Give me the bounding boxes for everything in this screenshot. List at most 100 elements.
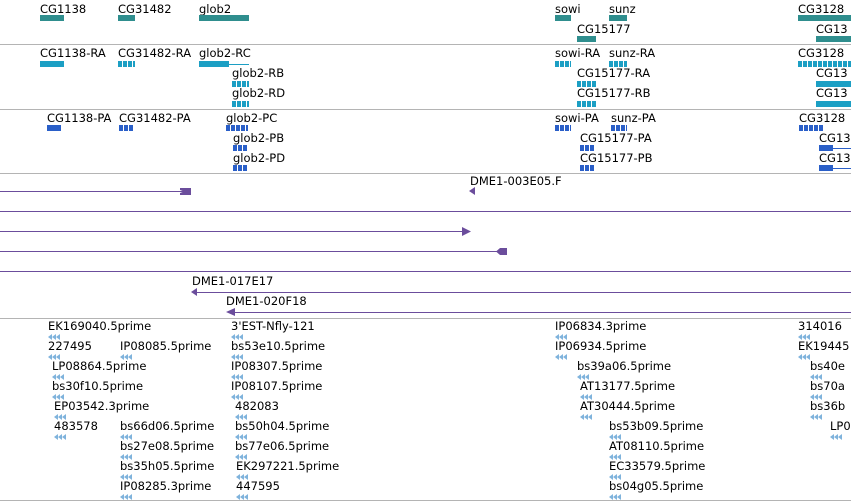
est-label[interactable]: 314016 [798,319,842,333]
transcript-label[interactable]: CG13 [816,66,848,80]
est-feature-arrow-icon[interactable] [236,494,248,500]
transcript-feature[interactable] [232,81,249,87]
est-label[interactable]: bs53e10.5prime [231,339,326,353]
est-label[interactable]: bs30f10.5prime [52,379,144,393]
gene-label[interactable]: CG31482 [118,2,172,16]
transcript-feature[interactable] [798,61,851,67]
protein-feature[interactable] [580,165,594,171]
est-label[interactable]: IP08285.3prime [120,479,212,493]
est-label[interactable]: EK297221.5prime [236,459,340,473]
transcript-label[interactable]: CG3128 [798,46,845,60]
est-label[interactable]: bs53b09.5prime [609,419,704,433]
protein-feature[interactable] [819,165,833,171]
est-feature-arrow-icon[interactable] [236,474,248,480]
est-label[interactable]: bs70a [810,379,845,393]
clone-label[interactable]: DME1-020F18 [226,294,307,308]
gene-feature[interactable] [199,15,249,21]
est-feature-arrow-icon[interactable] [54,434,66,440]
transcript-label[interactable]: sowi-RA [555,46,601,60]
gene-label[interactable]: glob2 [199,2,232,16]
est-label[interactable]: 227495 [48,339,92,353]
est-feature-arrow-icon[interactable] [580,394,592,400]
clone-line[interactable] [0,211,851,212]
gene-label[interactable]: sunz [609,2,636,16]
est-label[interactable]: IP08085.5prime [120,339,212,353]
est-feature-arrow-icon[interactable] [235,414,247,420]
est-feature-arrow-icon[interactable] [609,494,621,500]
est-feature-arrow-icon[interactable] [609,434,621,440]
est-feature-arrow-icon[interactable] [577,374,589,380]
est-label[interactable]: AT30444.5prime [580,399,676,413]
est-feature-arrow-icon[interactable] [52,394,64,400]
est-label[interactable]: 447595 [236,479,280,493]
est-feature-arrow-icon[interactable] [798,334,810,340]
transcript-feature[interactable] [118,61,135,67]
transcript-label[interactable]: CG15177-RA [577,66,651,80]
est-label[interactable]: LP0 [830,419,851,433]
clone-label[interactable]: DME1-017E17 [192,274,274,288]
transcript-feature[interactable] [816,101,851,107]
gene-feature[interactable] [555,15,571,21]
transcript-label[interactable]: glob2-RB [232,66,285,80]
protein-feature[interactable] [819,145,833,151]
est-label[interactable]: bs66d06.5prime [120,419,215,433]
est-feature-arrow-icon[interactable] [235,454,247,460]
est-feature-arrow-icon[interactable] [810,394,822,400]
transcript-label[interactable]: CG13 [816,86,848,100]
transcript-label[interactable]: CG31482-RA [118,46,192,60]
gene-feature[interactable] [40,15,64,21]
est-label[interactable]: IP08107.5prime [231,379,323,393]
protein-label[interactable]: CG15177-PA [580,131,652,145]
protein-feature[interactable] [119,125,134,131]
est-label[interactable]: bs04g05.5prime [609,479,704,493]
transcript-label[interactable]: CG15177-RB [577,86,651,100]
est-label[interactable]: EP03542.3prime [54,399,150,413]
clone-label[interactable]: DME1-003E05.F [470,174,562,188]
est-feature-arrow-icon[interactable] [52,374,64,380]
est-label[interactable]: LP08864.5prime [52,359,147,373]
est-label[interactable]: bs27e08.5prime [120,439,215,453]
est-feature-arrow-icon[interactable] [830,434,842,440]
est-label[interactable]: 3'EST-Nfly-121 [231,319,315,333]
est-label[interactable]: bs50h04.5prime [235,419,330,433]
est-feature-arrow-icon[interactable] [810,374,822,380]
protein-label[interactable]: CG31482-PA [119,111,191,125]
est-feature-arrow-icon[interactable] [120,494,132,500]
est-feature-arrow-icon[interactable] [231,374,243,380]
protein-feature[interactable] [611,125,627,131]
protein-feature[interactable] [47,125,61,131]
clone-line[interactable] [0,231,464,232]
transcript-feature[interactable] [609,61,627,67]
est-feature-arrow-icon[interactable] [48,354,60,360]
est-feature-arrow-icon[interactable] [235,434,247,440]
clone-line[interactable] [0,271,851,272]
transcript-feature[interactable] [232,101,249,107]
protein-feature[interactable] [580,145,594,151]
protein-label[interactable]: CG1138-PA [47,111,112,125]
est-label[interactable]: EC33579.5prime [609,459,706,473]
protein-label[interactable]: CG13 [819,131,851,145]
est-feature-arrow-icon[interactable] [231,334,243,340]
est-feature-arrow-icon[interactable] [798,354,810,360]
gene-feature[interactable] [577,36,596,42]
protein-feature[interactable] [799,125,823,131]
est-label[interactable]: 483578 [54,419,98,433]
est-feature-arrow-icon[interactable] [54,414,66,420]
transcript-feature[interactable] [577,101,596,107]
transcript-label[interactable]: glob2-RC [199,46,251,60]
gene-label[interactable]: CG1138 [40,2,87,16]
clone-line[interactable] [234,312,851,313]
est-label[interactable]: EK169040.5prime [48,319,152,333]
est-feature-arrow-icon[interactable] [810,414,822,420]
protein-feature[interactable] [233,145,247,151]
est-feature-arrow-icon[interactable] [120,454,132,460]
est-label[interactable]: bs77e06.5prime [235,439,330,453]
est-feature-arrow-icon[interactable] [120,434,132,440]
est-feature-arrow-icon[interactable] [231,394,243,400]
est-feature-arrow-icon[interactable] [48,334,60,340]
est-label[interactable]: bs40e [810,359,845,373]
est-label[interactable]: bs36b [810,399,846,413]
est-feature-arrow-icon[interactable] [555,334,567,340]
gene-label[interactable]: CG3128 [798,2,845,16]
est-feature-arrow-icon[interactable] [120,474,132,480]
